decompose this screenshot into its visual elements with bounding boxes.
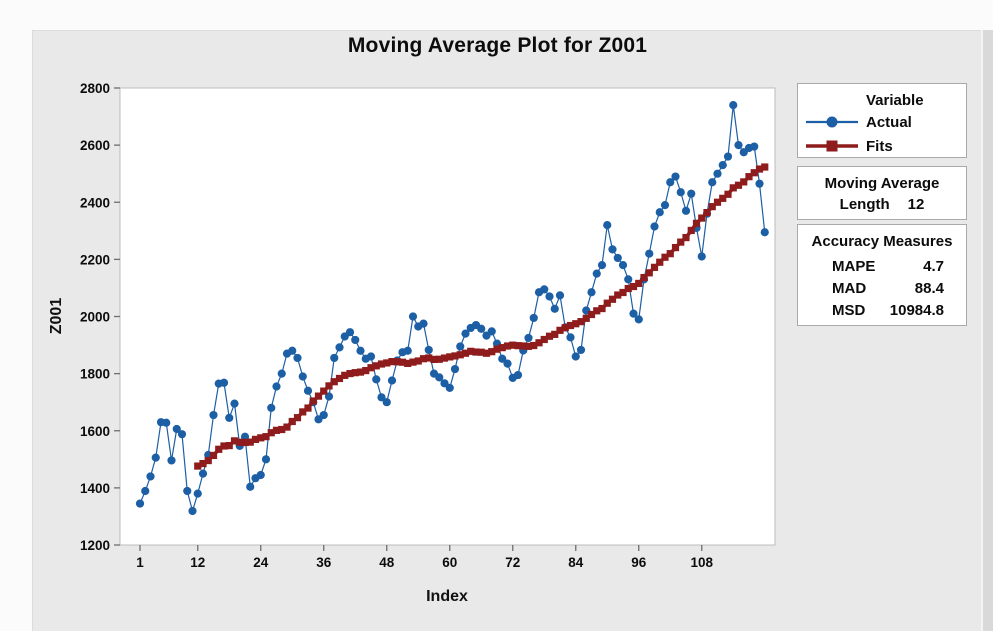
moving-average-box-title: Moving Average (824, 175, 940, 192)
y-tick-label: 2000 (80, 310, 110, 325)
y-tick-label: 2200 (80, 252, 110, 267)
x-tick-label: 60 (442, 555, 457, 570)
y-tick-label: 2800 (80, 81, 110, 96)
accuracy-row-msd: MSD 10984.8 (832, 302, 944, 319)
accuracy-measures-box: Accuracy Measures MAPE 4.7 MAD 88.4 MSD … (797, 224, 967, 326)
measure-label: MAPE (832, 258, 876, 275)
x-tick-label: 108 (690, 555, 713, 570)
measure-value: 10984.8 (889, 302, 944, 319)
x-tick-label: 84 (568, 555, 584, 570)
y-tick-label: 2600 (80, 138, 110, 153)
y-tick-label: 1600 (80, 424, 110, 439)
accuracy-row-mape: MAPE 4.7 (832, 258, 944, 275)
legend-item-label: Fits (866, 137, 893, 155)
measure-label: MAD (832, 280, 867, 297)
y-axis-title: Z001 (48, 297, 65, 335)
x-axis-title: Index (426, 588, 468, 605)
moving-average-length-row: Length 12 (798, 196, 966, 213)
x-tick-label: 48 (379, 555, 395, 570)
actual-line-circle-icon (806, 116, 858, 128)
legend-item-fits: Fits (806, 137, 893, 155)
legend-item-actual: Actual (806, 113, 912, 131)
x-tick-label: 36 (316, 555, 332, 570)
legend-item-label: Actual (866, 113, 912, 131)
fits-line-square-icon (806, 140, 858, 152)
accuracy-box-title: Accuracy Measures (811, 233, 953, 250)
legend-title: Variable (866, 92, 924, 109)
fits-series (194, 163, 769, 470)
y-tick-label: 1200 (80, 538, 110, 553)
measure-value: 4.7 (923, 258, 944, 275)
x-tick-label: 1 (136, 555, 144, 570)
measure-label: MSD (832, 302, 866, 319)
x-tick-label: 24 (253, 555, 269, 570)
length-label: Length (839, 196, 890, 213)
x-tick-label: 72 (505, 555, 520, 570)
x-tick-label: 96 (631, 555, 647, 570)
x-tick-label: 12 (190, 555, 205, 570)
y-tick-label: 1400 (80, 481, 110, 496)
legend-box: Variable Actual Fits (797, 83, 967, 158)
axis-ticks: 1 12 24 36 48 60 72 84 96 108 1200 1400 1600 1800 2000… (80, 81, 714, 570)
measure-value: 88.4 (914, 280, 944, 297)
length-value: 12 (907, 196, 925, 213)
chart-title: Moving Average Plot for Z001 (347, 34, 648, 57)
y-tick-label: 2400 (80, 195, 110, 210)
accuracy-row-mad: MAD 88.4 (832, 280, 944, 297)
window-edge-strip (981, 30, 993, 631)
moving-average-box: Moving Average Length 12 (797, 166, 967, 220)
y-tick-label: 1800 (80, 367, 110, 382)
plot-area (119, 87, 776, 546)
